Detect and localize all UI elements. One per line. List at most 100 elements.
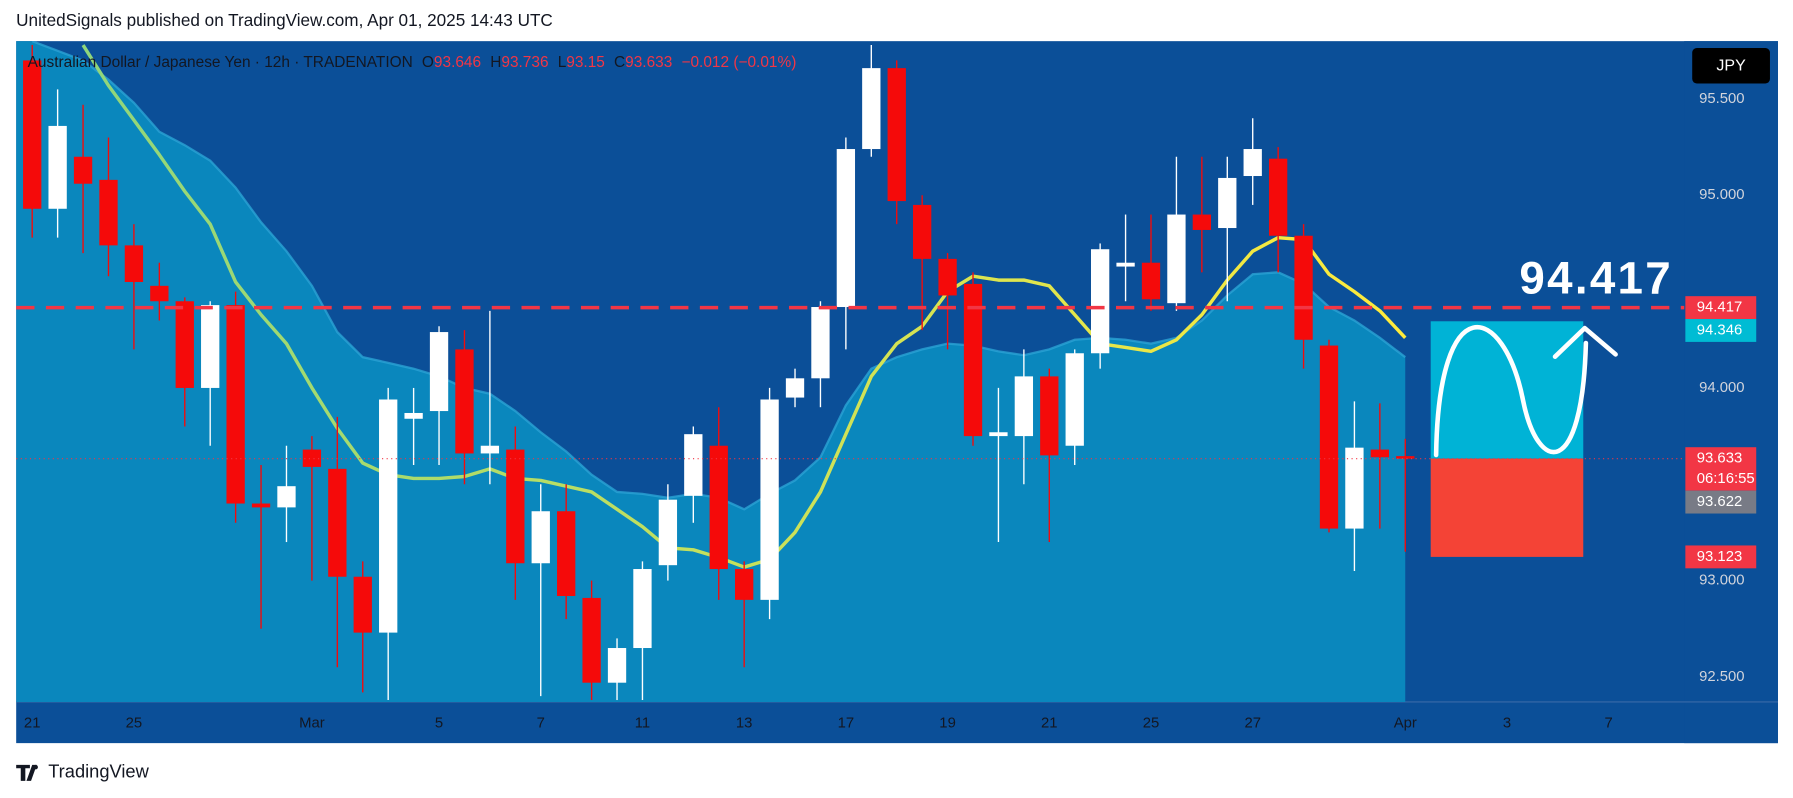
candle-body: [1167, 214, 1186, 304]
candle-body: [506, 449, 525, 564]
price-axis: [1684, 41, 1778, 744]
candle-body: [582, 597, 601, 683]
forecast-curve: [1433, 324, 1589, 458]
candle-body: [1040, 376, 1059, 456]
band-area: [16, 41, 1406, 702]
candle-body: [1192, 214, 1212, 230]
candle-body: [862, 68, 881, 150]
candle-body: [150, 285, 169, 302]
candle-body: [1141, 262, 1161, 300]
candle-body: [455, 349, 474, 454]
candle-body: [913, 204, 932, 259]
candle-body: [175, 301, 194, 388]
x-tick-label: 27: [1244, 716, 1261, 732]
y-tick-label: 95.000: [1699, 187, 1744, 203]
x-tick-label: 21: [1041, 716, 1058, 732]
candle-body: [1065, 353, 1084, 446]
candle-body: [684, 434, 703, 496]
legend-key: C: [614, 54, 625, 71]
price-label-box: [1685, 490, 1757, 514]
x-tick-label: 11: [635, 716, 650, 732]
legend-key: L: [558, 54, 567, 71]
candle-body: [836, 149, 856, 308]
price-label: 93.633: [1697, 451, 1742, 467]
legend-symbol: Australian Dollar / Japanese Yen · 12h ·…: [28, 54, 413, 71]
candle-body: [1268, 158, 1288, 236]
stop-zone: [1430, 458, 1584, 557]
legend-change: −0.012 (−0.01%): [681, 54, 796, 71]
x-tick-label: 21: [24, 716, 41, 732]
candle-body: [379, 399, 398, 633]
price-label: 94.417: [1697, 300, 1742, 316]
price-label-box: [1685, 296, 1757, 320]
candle-body: [1218, 177, 1237, 229]
price-label: 93.622: [1697, 494, 1742, 510]
candle-body: [404, 412, 423, 419]
candle-body: [99, 179, 118, 246]
price-label-box: [1685, 545, 1757, 569]
candle-body: [1345, 447, 1364, 529]
x-tick-label: Mar: [299, 716, 325, 732]
legend-close: 93.633: [625, 54, 672, 71]
candle-body: [1116, 262, 1135, 267]
annotation: 94.417: [1519, 252, 1673, 303]
y-tick-label: 92.500: [1699, 669, 1744, 685]
candle-body: [48, 125, 67, 209]
x-tick-label: 5: [435, 716, 443, 732]
x-tick-label: 17: [838, 716, 855, 732]
candle-body: [124, 245, 144, 282]
currency-button[interactable]: [1692, 48, 1770, 84]
legend-low: 93.15: [566, 54, 605, 71]
candle-body: [557, 511, 576, 597]
x-tick-label: 25: [126, 716, 143, 732]
candle-body: [887, 68, 906, 202]
legend-key: O: [422, 54, 434, 71]
candle-body: [302, 449, 322, 467]
candle-body: [709, 445, 728, 570]
candle-body: [201, 305, 220, 388]
x-tick-label: 7: [1605, 716, 1613, 732]
y-tick-label: 95.500: [1699, 91, 1744, 107]
brand-icon: [16, 764, 37, 781]
candle-body: [607, 648, 627, 683]
candle-body: [1243, 149, 1262, 177]
price-label: 93.123: [1697, 549, 1742, 565]
candle-body: [938, 258, 957, 296]
candle-body: [226, 305, 245, 504]
x-tick-label: 25: [1143, 716, 1160, 732]
header: UnitedSignals published on TradingView.c…: [16, 10, 553, 30]
candle-body: [633, 569, 652, 649]
candle-body: [989, 432, 1008, 437]
currency-button-label[interactable]: JPY: [1716, 58, 1746, 75]
candle-body: [23, 60, 42, 209]
price-label-box: [1685, 447, 1757, 491]
candle-body: [353, 576, 372, 633]
x-tick-label: 13: [736, 716, 753, 732]
candle-body: [328, 468, 347, 577]
x-tick-label: 7: [537, 716, 545, 732]
x-tick-label: Apr: [1394, 716, 1417, 732]
plot: [16, 41, 1415, 702]
candle-body: [480, 445, 500, 454]
brand-name: TradingView: [48, 761, 149, 782]
brand-logo: TradingView: [16, 761, 150, 782]
candle-body: [1294, 235, 1313, 340]
candle-body: [1319, 345, 1339, 529]
forecast-arrow: [1552, 325, 1618, 359]
candle-body: [1370, 449, 1390, 458]
target-zone: [1430, 321, 1584, 459]
candle-body: [735, 569, 754, 600]
candle-body: [251, 503, 271, 508]
price-label: 94.346: [1697, 322, 1742, 338]
legend-key: H: [490, 54, 501, 71]
candle-body: [811, 307, 830, 379]
candle-body: [658, 499, 678, 566]
price-label-box: [1685, 319, 1757, 342]
candle-body: [429, 332, 449, 412]
candle-body: [963, 283, 983, 437]
candle-body: [1396, 456, 1415, 459]
y-tick-label: 94.000: [1699, 380, 1744, 396]
x-tick-label: 19: [939, 716, 956, 732]
